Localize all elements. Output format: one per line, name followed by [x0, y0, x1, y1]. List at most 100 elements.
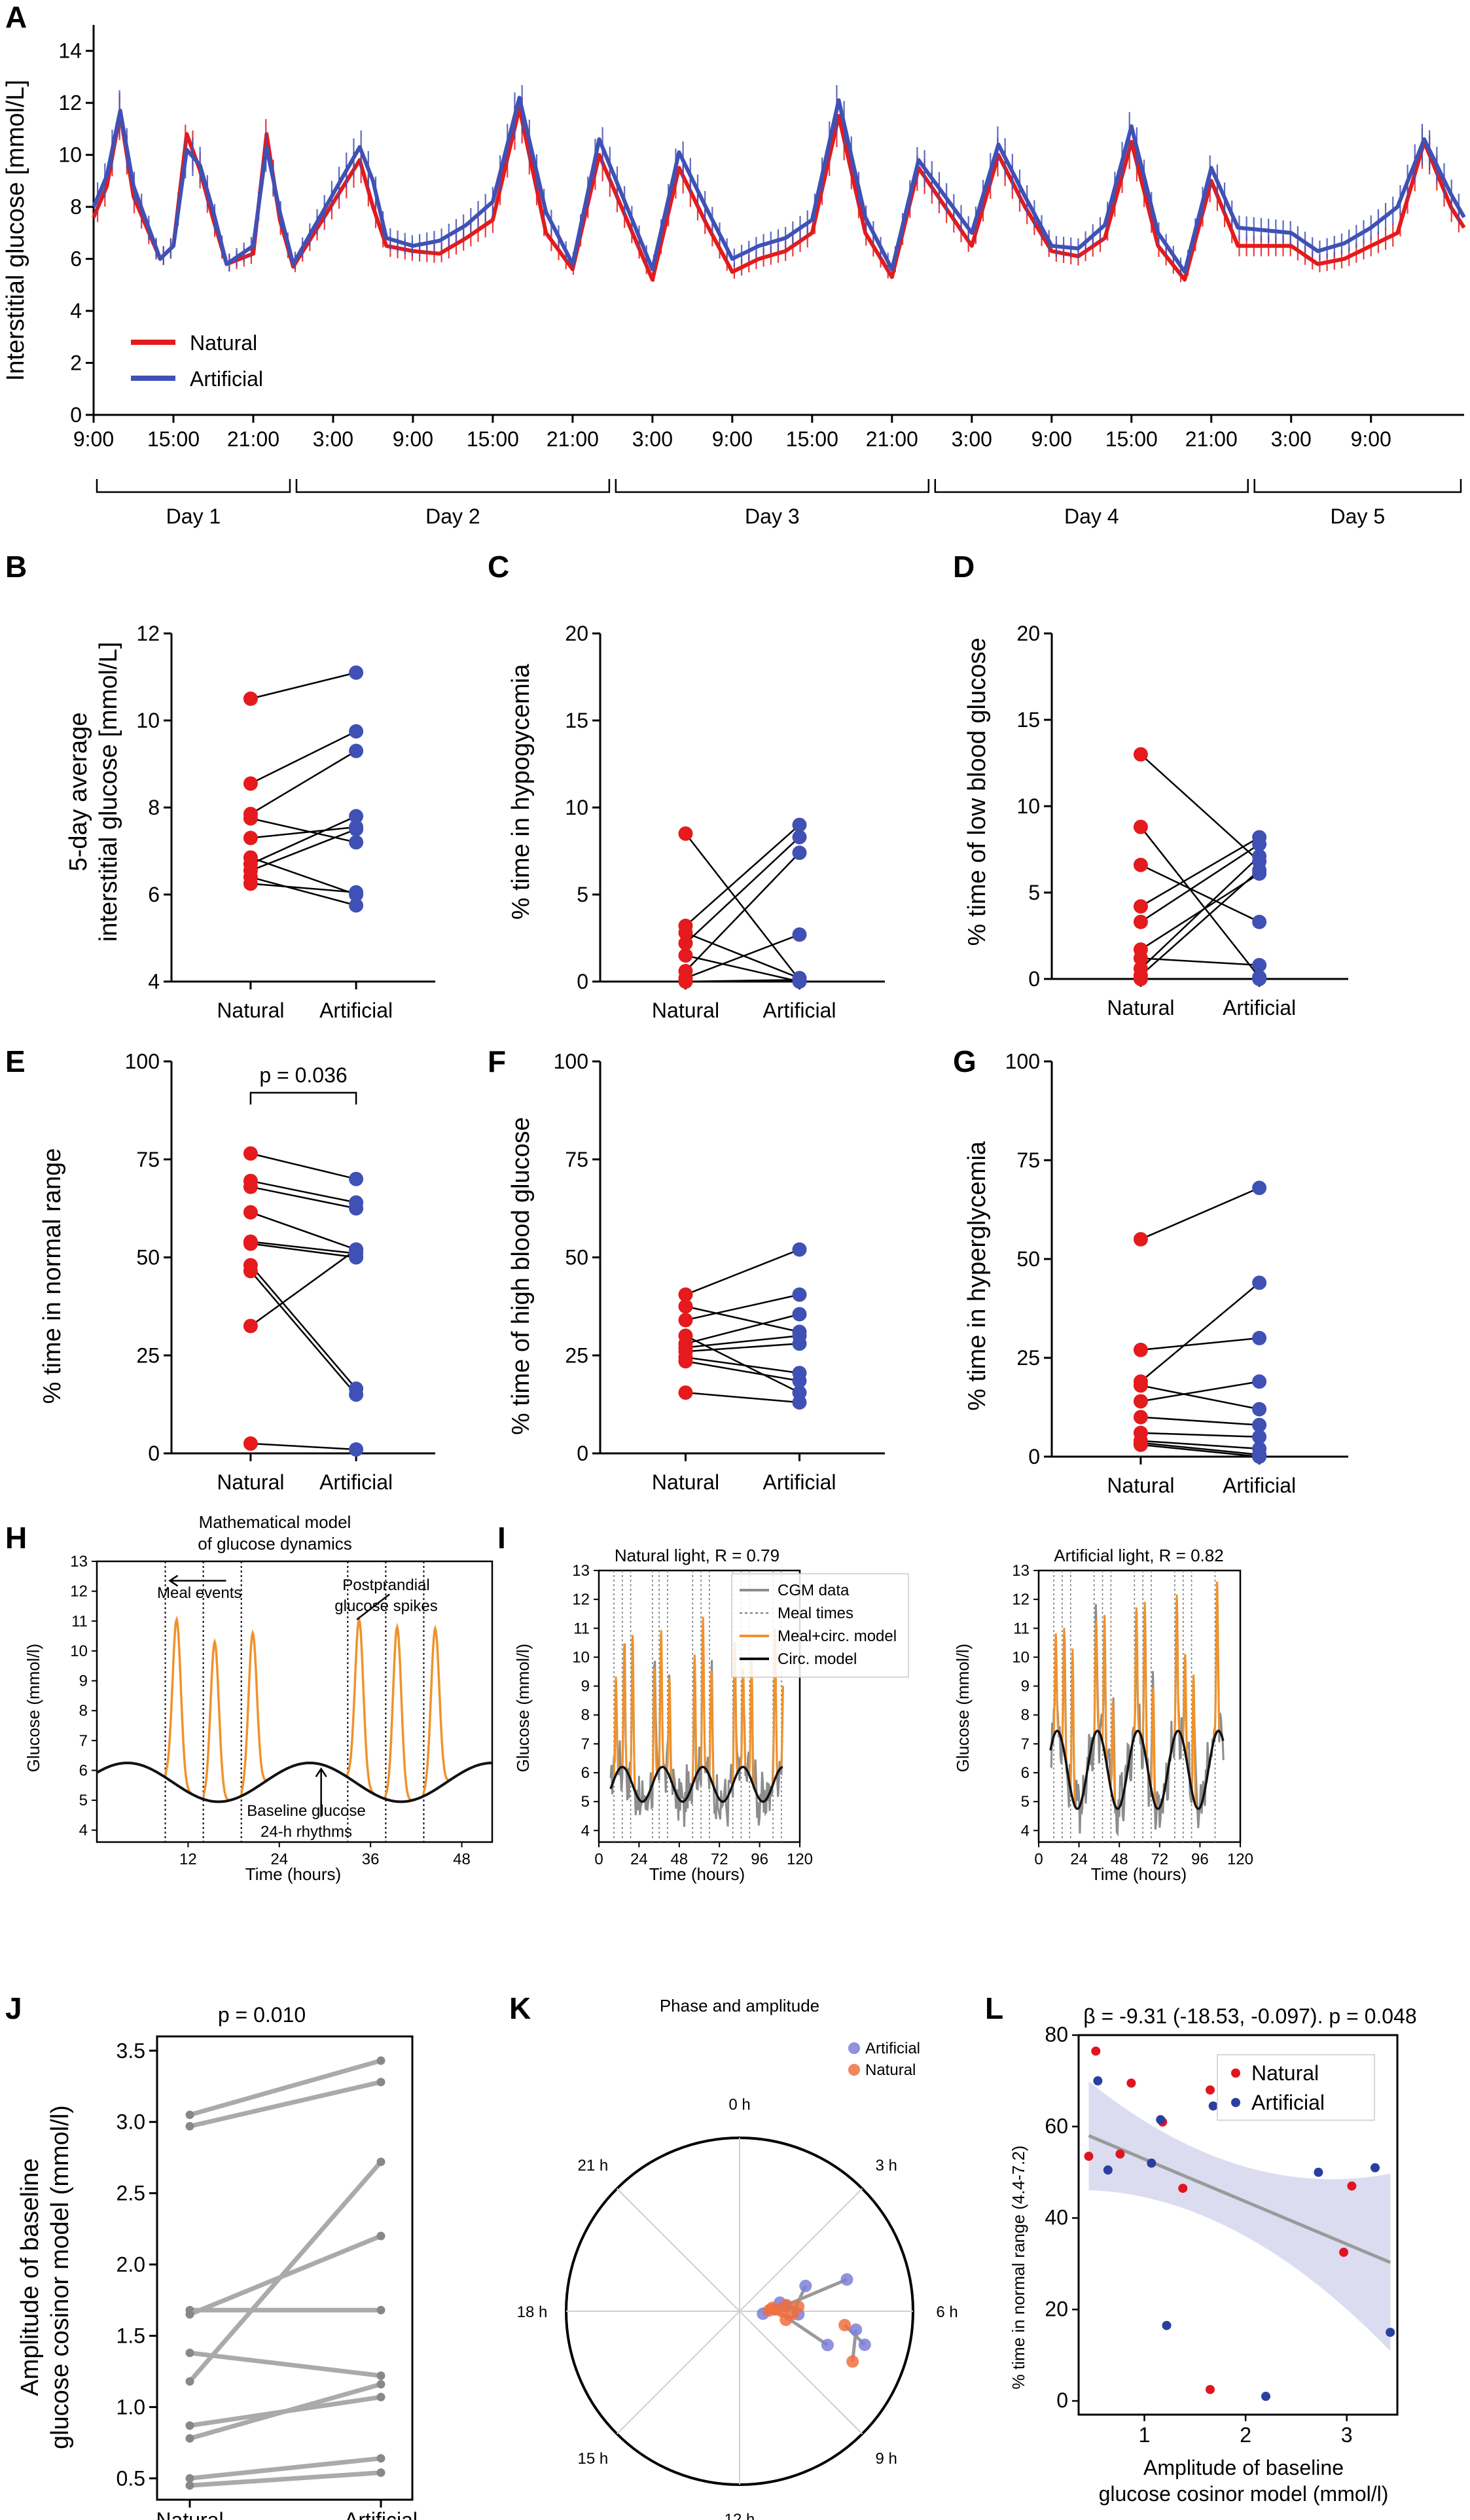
y-tick-label: 0.5: [117, 2466, 145, 2490]
x-tick-label: Artificial: [344, 2508, 418, 2520]
artificial-point: [799, 2279, 812, 2292]
hour-label: 21 h: [577, 2157, 608, 2174]
y-tick-label: 50: [1016, 1247, 1040, 1271]
x-tick-label: 3:00: [952, 427, 992, 451]
panel-k-plot: 0 h 3 h 6 h 9 h 12 h 15 h 18 h 21 h: [517, 2096, 958, 2520]
panel-g: G % time in hyperglycemia 0 25 50 75 100 Natu…: [953, 1044, 1348, 1497]
pair-line: [1140, 1444, 1260, 1458]
artificial-point: [792, 1242, 807, 1257]
panel-j-ylabel-1: Amplitude of baseline: [16, 2158, 44, 2396]
y-tick-label: 12: [1012, 1591, 1030, 1608]
natural-point: [1133, 857, 1148, 872]
panel-i: I Natural light, R = 0.79 Artificial lig…: [497, 1521, 1253, 1884]
x-tick-label: 24: [1070, 1851, 1088, 1868]
x-tick-label: 9:00: [1031, 427, 1072, 451]
artificial-point: [1386, 2328, 1395, 2337]
artificial-point: [1162, 2320, 1172, 2330]
artificial-point: [1252, 837, 1267, 852]
day-label: Day 5: [1331, 505, 1386, 528]
natural-point: [1205, 2085, 1215, 2095]
pair-line: [685, 1249, 800, 1296]
panel-g-letter: G: [953, 1044, 977, 1078]
x-tick-label: 48: [670, 1851, 688, 1868]
plot-frame: [156, 2035, 414, 2501]
natural-point: [678, 1354, 693, 1369]
y-tick-label: 14: [58, 39, 82, 63]
artificial-point: [1252, 972, 1267, 986]
x-tick-label: 24: [630, 1851, 648, 1868]
hour-label: 12 h: [725, 2511, 755, 2520]
pair-line: [250, 828, 357, 872]
pair-line: [250, 815, 357, 865]
y-tick-label: 15: [565, 709, 588, 732]
x-tick-label: 3:00: [1271, 427, 1312, 451]
x-tick-label: 15:00: [147, 427, 200, 451]
y-tick-label: 60: [1045, 2114, 1068, 2138]
panel-a-series: [92, 84, 1466, 283]
panel-i-xlabel-right: Time (hours): [1091, 1864, 1187, 1884]
x-tick-label: 48: [453, 1851, 471, 1868]
x-tick-label: 12: [179, 1851, 197, 1868]
y-tick-label: 20: [565, 622, 588, 645]
pair-line: [685, 1313, 800, 1345]
pair-line: [250, 817, 357, 843]
hour-label: 0 h: [728, 2096, 750, 2114]
pair-line: [1140, 1442, 1260, 1456]
legend-artificial-label: Artificial: [1251, 2091, 1325, 2114]
artificial-point: [376, 2305, 385, 2315]
pair-line: [250, 826, 357, 839]
day-bracket: [96, 479, 291, 493]
day-label: Day 3: [745, 505, 800, 528]
y-tick-label: 5: [577, 883, 588, 906]
panel-c: C % time in hypogycemia 0 5 10 15 20 Natural A…: [488, 550, 885, 1022]
annotation-baseline-1: Baseline glucose: [247, 1802, 365, 1820]
panel-a-day-brackets: Day 1 Day 2 Day 3 Day 4 Day 5: [96, 479, 1462, 528]
pair-line: [187, 2233, 384, 2317]
y-tick-label: 11: [71, 1612, 88, 1630]
pair-line: [1140, 855, 1260, 970]
pair-line: [250, 883, 357, 893]
x-tick-label: Natural: [217, 999, 284, 1022]
x-tick-label: 96: [751, 1851, 768, 1868]
y-tick-label: 0: [577, 1442, 588, 1465]
x-tick-label: Artificial: [762, 1470, 836, 1494]
panel-h-letter: H: [5, 1521, 27, 1555]
panel-d: D % time of low blood glucose 0 5 10 15 20 Na…: [953, 550, 1348, 1020]
natural-point: [185, 2474, 194, 2483]
y-tick-label: 5: [1021, 1793, 1030, 1811]
panel-f-plot: 0 25 50 75 100 Natural Artificial: [554, 1050, 885, 1494]
pair-line: [1140, 843, 1260, 923]
x-tick-label: 72: [711, 1851, 728, 1868]
x-tick-label: 21:00: [1185, 427, 1238, 451]
pair-line: [1140, 1337, 1260, 1351]
x-tick-label: 48: [1111, 1851, 1128, 1868]
natural-point: [243, 1436, 258, 1451]
artificial-point: [1252, 1402, 1267, 1417]
natural-point: [1091, 2046, 1101, 2056]
y-tick-label: 4: [79, 1822, 88, 1839]
y-tick-label: 100: [125, 1050, 160, 1073]
y-tick-label: 0: [1028, 967, 1040, 991]
panel-g-ylabel: % time in hyperglycemia: [963, 1141, 991, 1411]
panel-i-legend: CGM data Meal times Meal+circ. model Cir…: [731, 1573, 909, 1678]
pair-line: [685, 1391, 800, 1404]
panel-l-legend: Natural Artificial: [1217, 2054, 1375, 2121]
pair-line: [250, 671, 357, 700]
day-bracket: [934, 479, 1249, 493]
panel-l-title: β = -9.31 (-18.53, -0.097). p = 0.048: [1083, 2004, 1416, 2028]
panel-e-letter: E: [5, 1044, 26, 1078]
x-tick-label: Natural: [652, 1470, 719, 1494]
artificial-point: [1252, 957, 1267, 972]
pair-line: [685, 1343, 800, 1353]
natural-point: [678, 826, 693, 841]
panel-d-letter: D: [953, 550, 975, 584]
natural-point: [678, 1385, 693, 1400]
x-tick-label: 9:00: [73, 427, 114, 451]
natural-point: [185, 2434, 194, 2443]
natural-point: [1133, 1394, 1148, 1409]
hour-label: 18 h: [517, 2303, 548, 2321]
y-tick-label: 5: [79, 1792, 88, 1809]
y-tick-label: 2: [70, 351, 82, 375]
artificial-point: [376, 2392, 385, 2402]
natural-point: [846, 2355, 859, 2368]
